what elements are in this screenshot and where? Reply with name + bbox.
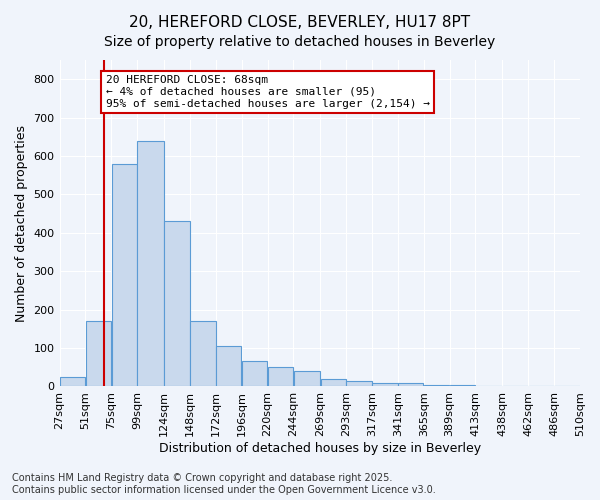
Bar xyxy=(398,382,424,386)
Bar xyxy=(216,346,241,387)
Bar xyxy=(86,321,111,386)
Text: 20, HEREFORD CLOSE, BEVERLEY, HU17 8PT: 20, HEREFORD CLOSE, BEVERLEY, HU17 8PT xyxy=(130,15,470,30)
Bar xyxy=(190,321,215,386)
Bar xyxy=(293,371,320,386)
Bar xyxy=(424,384,449,386)
X-axis label: Distribution of detached houses by size in Beverley: Distribution of detached houses by size … xyxy=(159,442,481,455)
Bar xyxy=(320,379,346,386)
Bar xyxy=(60,377,85,386)
Bar xyxy=(112,164,137,386)
Bar xyxy=(268,368,293,386)
Bar xyxy=(373,382,398,386)
Bar xyxy=(242,362,267,386)
Bar xyxy=(164,222,190,386)
Bar xyxy=(346,380,372,386)
Text: Size of property relative to detached houses in Beverley: Size of property relative to detached ho… xyxy=(104,35,496,49)
Text: Contains HM Land Registry data © Crown copyright and database right 2025.
Contai: Contains HM Land Registry data © Crown c… xyxy=(12,474,436,495)
Bar xyxy=(137,140,164,386)
Text: 20 HEREFORD CLOSE: 68sqm
← 4% of detached houses are smaller (95)
95% of semi-de: 20 HEREFORD CLOSE: 68sqm ← 4% of detache… xyxy=(106,76,430,108)
Y-axis label: Number of detached properties: Number of detached properties xyxy=(15,124,28,322)
